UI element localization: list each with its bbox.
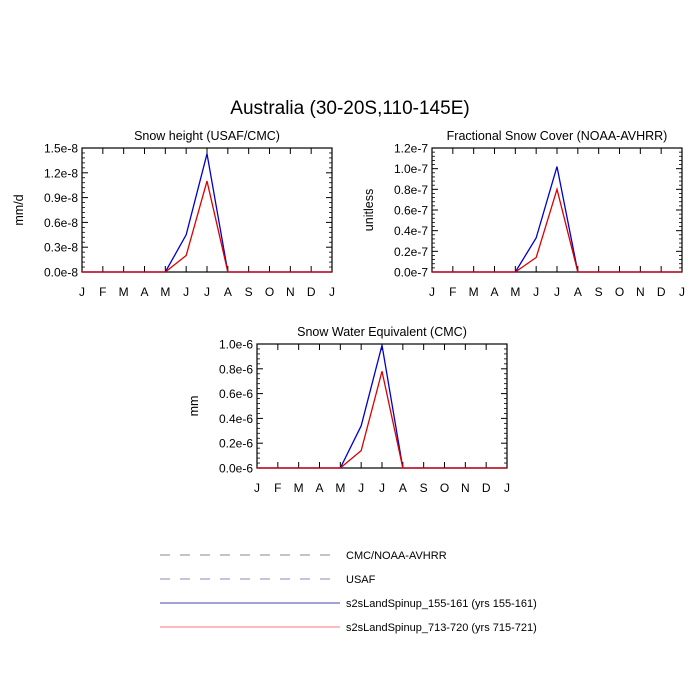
x-tick-label: M	[119, 285, 129, 299]
x-tick-label: M	[510, 285, 520, 299]
legend-label-2: USAF	[346, 574, 376, 586]
x-tick-label: F	[449, 285, 456, 299]
y-axis-label: mm/d	[12, 194, 26, 225]
series-line-s2s-155-161	[432, 186, 682, 273]
x-tick-label: J	[204, 285, 210, 299]
y-axis-label: unitless	[362, 189, 376, 231]
x-tick-label: S	[595, 285, 603, 299]
x-tick-label: D	[307, 285, 316, 299]
panel-title: Fractional Snow Cover (NOAA-AVHRR)	[447, 129, 668, 143]
panel-title: Snow height (USAF/CMC)	[134, 129, 280, 143]
y-axis-label: mm	[187, 396, 201, 417]
x-tick-label: J	[183, 285, 189, 299]
x-tick-label: J	[429, 285, 435, 299]
x-tick-label: A	[574, 285, 582, 299]
legend-label-4: s2sLandSpinup_713-720 (yrs 715-721)	[346, 622, 537, 634]
x-tick-label: N	[286, 285, 295, 299]
x-tick-label: O	[265, 285, 274, 299]
x-tick-label: D	[657, 285, 666, 299]
y-tick-label: 0.4e-6	[219, 412, 253, 426]
x-tick-label: A	[315, 481, 323, 495]
x-tick-label: J	[379, 481, 385, 495]
y-tick-label: 1.2e-7	[394, 142, 428, 156]
x-tick-label: F	[274, 481, 281, 495]
x-tick-label: A	[224, 285, 232, 299]
x-tick-label: S	[420, 481, 428, 495]
series-line-usaf	[257, 345, 507, 469]
x-tick-label: J	[504, 481, 510, 495]
x-tick-label: F	[99, 285, 106, 299]
x-tick-label: M	[294, 481, 304, 495]
x-tick-label: O	[615, 285, 624, 299]
x-tick-label: O	[440, 481, 449, 495]
plot-frame	[256, 343, 508, 469]
x-tick-label: J	[679, 285, 685, 299]
y-tick-label: 1.5e-8	[44, 142, 78, 156]
y-tick-label: 0.2e-7	[394, 245, 428, 259]
y-tick-label: 0.0e-8	[44, 266, 78, 280]
panel-title: Snow Water Equivalent (CMC)	[297, 325, 467, 339]
chart-panel-1: Snow height (USAF/CMC)mm/dJ F M A M J J A S O N D J0…	[12, 129, 335, 299]
y-tick-label: 0.6e-6	[219, 387, 253, 401]
chart-panel-2: Fractional Snow Cover (NOAA-AVHRR) unitle…	[362, 129, 685, 299]
series-line-usaf	[82, 153, 332, 273]
y-tick-label: 0.3e-8	[44, 241, 78, 255]
plot-frame	[81, 147, 333, 273]
x-tick-label: A	[140, 285, 148, 299]
y-tick-label: 1.0e-7	[394, 162, 428, 176]
x-tick-label: J	[254, 481, 260, 495]
legend-label-3: s2sLandSpinup_155-161 (yrs 155-161)	[346, 598, 537, 610]
series-line-s2s-155-161	[82, 180, 332, 273]
x-tick-label: J	[533, 285, 539, 299]
x-tick-label: N	[636, 285, 645, 299]
y-tick-label: 0.9e-8	[44, 191, 78, 205]
x-tick-label: M	[335, 481, 345, 495]
x-tick-label: S	[245, 285, 253, 299]
y-tick-label: 0.8e-7	[394, 183, 428, 197]
legend: CMC/NOAA-AVHRR USAF s2sLandSpinup_155-161 …	[160, 550, 537, 634]
y-tick-label: 0.4e-7	[394, 224, 428, 238]
x-tick-label: D	[482, 481, 491, 495]
y-tick-label: 0.0e-7	[394, 266, 428, 280]
y-tick-label: 1.2e-8	[44, 166, 78, 180]
x-tick-label: J	[79, 285, 85, 299]
x-tick-label: J	[329, 285, 335, 299]
figure-title: Australia (30-20S,110-145E)	[230, 98, 469, 119]
y-tick-label: 0.2e-6	[219, 437, 253, 451]
y-tick-label: 0.0e-6	[219, 462, 253, 476]
x-tick-label: J	[358, 481, 364, 495]
x-tick-label: A	[490, 285, 498, 299]
x-tick-label: M	[469, 285, 479, 299]
chart-panel-3: Snow Water Equivalent (CMC)mmJ F M A M J J A S O N…	[187, 325, 510, 495]
x-tick-label: J	[554, 285, 560, 299]
y-tick-label: 0.6e-8	[44, 216, 78, 230]
y-tick-label: 1.0e-6	[219, 338, 253, 352]
x-tick-label: N	[461, 481, 470, 495]
series-line-s2s-155-161	[257, 371, 507, 469]
series-line-usaf	[432, 166, 682, 273]
y-tick-label: 0.8e-6	[219, 362, 253, 376]
legend-label-1: CMC/NOAA-AVHRR	[346, 550, 447, 562]
x-tick-label: A	[399, 481, 407, 495]
x-tick-label: M	[160, 285, 170, 299]
y-tick-label: 0.6e-7	[394, 204, 428, 218]
